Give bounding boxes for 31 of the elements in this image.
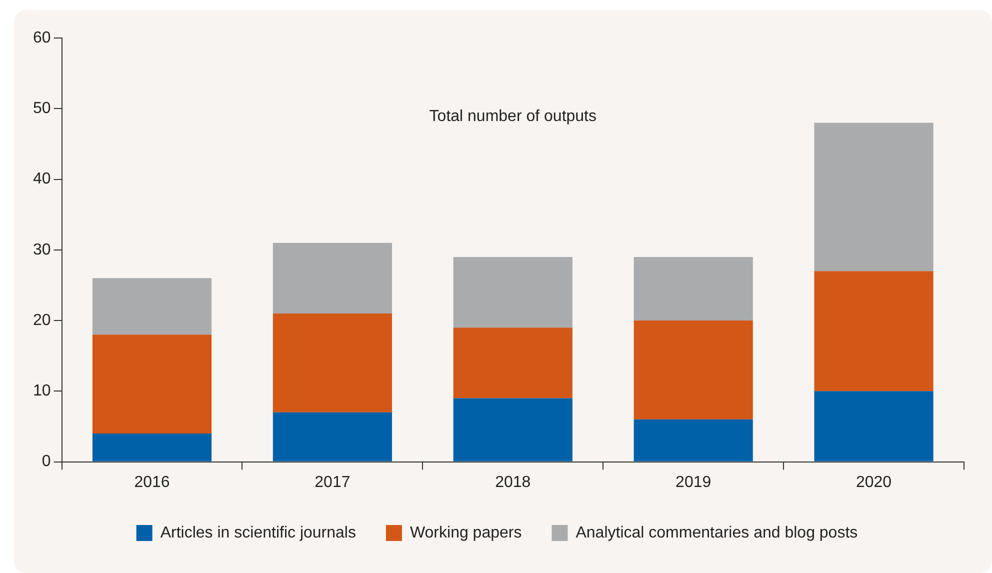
x-tick-label: 2017	[314, 474, 350, 491]
y-tick-label: 20	[33, 312, 51, 329]
legend-label: Articles in scientific journals	[160, 524, 356, 542]
y-tick-label: 60	[33, 29, 51, 46]
bar	[634, 256, 753, 321]
x-tick-label: 2020	[856, 474, 892, 491]
bar	[92, 434, 212, 462]
bar	[814, 122, 934, 272]
bar	[814, 271, 934, 392]
bar	[634, 320, 753, 420]
bar	[92, 278, 212, 335]
legend-label: Working papers	[410, 524, 522, 542]
y-tick-label: 50	[33, 100, 51, 118]
legend-label: Analytical commentaries and blog posts	[576, 524, 858, 542]
y-tick-label: 10	[33, 382, 51, 400]
bar	[453, 328, 572, 398]
x-tick-label: 2019	[676, 474, 712, 491]
x-tick-label: 2016	[134, 474, 170, 491]
bar	[272, 242, 392, 314]
bar	[453, 398, 572, 462]
text: Total number of outputs	[429, 108, 597, 125]
x-tick-label: 2018	[495, 474, 531, 491]
bar	[272, 313, 392, 412]
bar	[814, 391, 934, 462]
y-tick-label: 30	[33, 241, 51, 258]
bar	[634, 419, 753, 462]
bar	[453, 256, 572, 328]
bar	[92, 334, 212, 434]
bar	[272, 412, 392, 462]
y-tick-label: 40	[33, 170, 51, 188]
y-tick-label: 0	[42, 453, 51, 470]
